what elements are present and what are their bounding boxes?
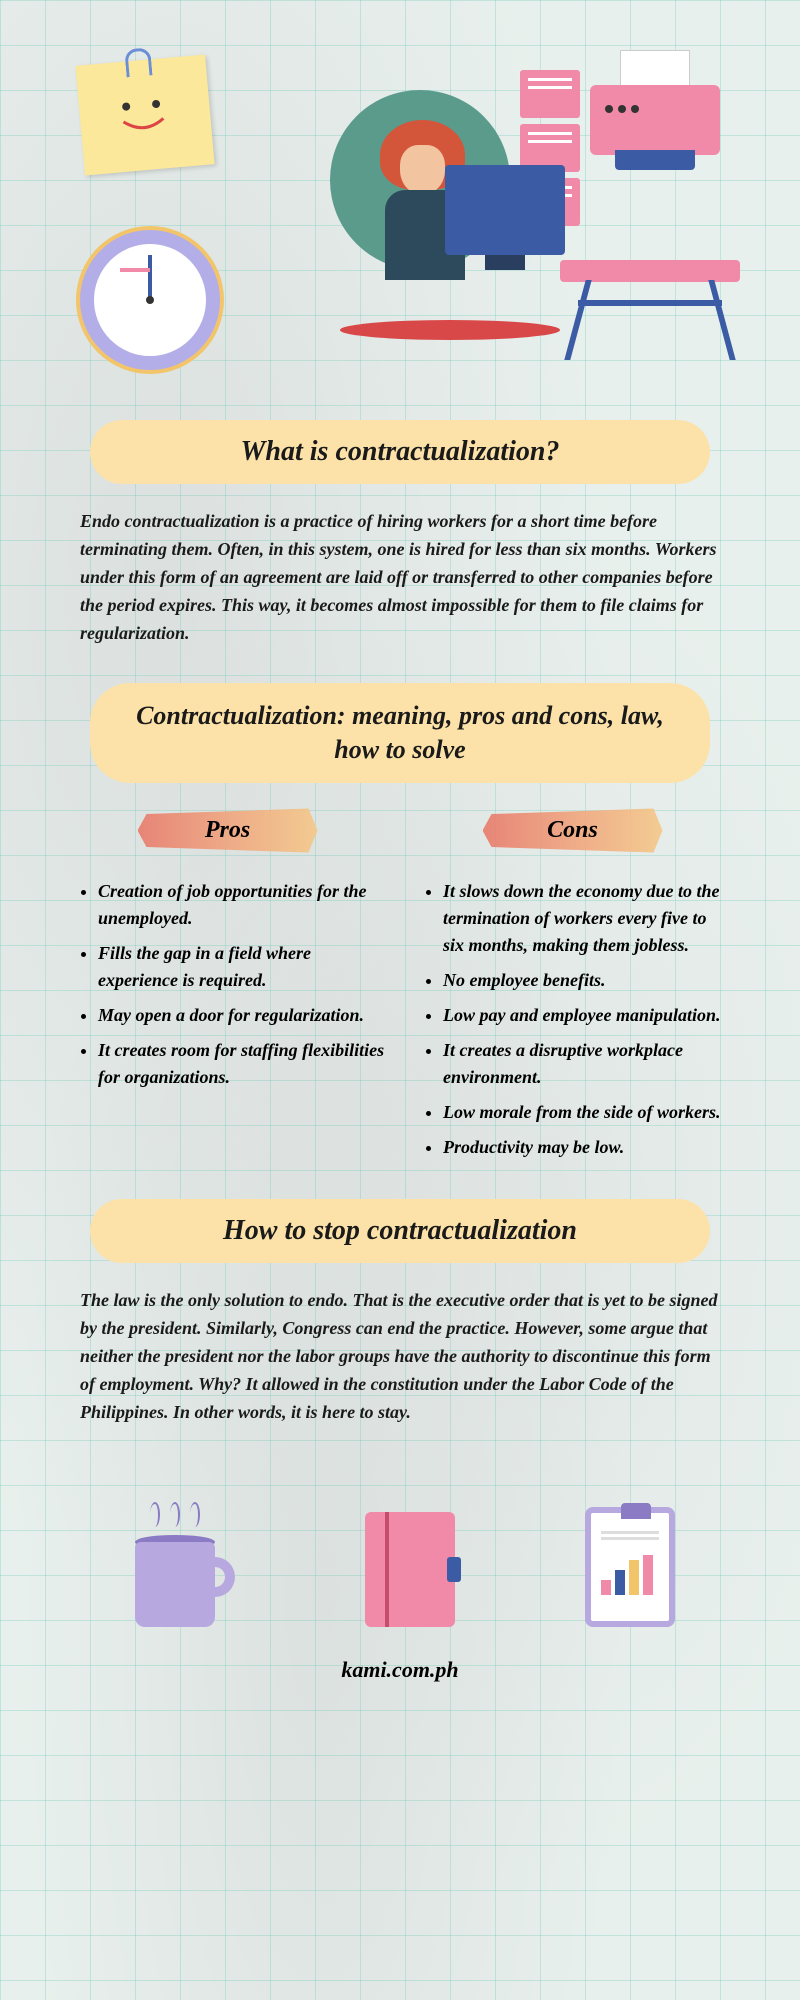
cons-list: It slows down the economy due to the ter… [415, 878, 730, 1161]
pros-column: Pros Creation of job opportunities for t… [70, 803, 385, 1169]
printer-icon [580, 50, 730, 170]
heading-meaning: Contractualization: meaning, pros and co… [90, 683, 710, 783]
heading-how-to-stop: How to stop contractualization [90, 1199, 710, 1263]
heading1-text: What is contractualization? [130, 436, 670, 468]
intro-paragraph: Endo contractualization is a practice of… [80, 508, 720, 647]
cons-label-text: Cons [547, 817, 598, 844]
solution-paragraph: The law is the only solution to endo. Th… [80, 1287, 720, 1426]
pros-list: Creation of job opportunities for the un… [70, 878, 385, 1091]
coffee-mug-icon [125, 1517, 235, 1627]
clock-icon [80, 230, 220, 370]
notebook-icon [365, 1512, 455, 1627]
list-item: May open a door for regularization. [98, 1002, 385, 1029]
footer-source: kami.com.ph [60, 1657, 740, 1683]
pros-label-brush: Pros [138, 803, 318, 858]
heading2-text: Contractualization: meaning, pros and co… [130, 699, 670, 767]
list-item: It creates a disruptive workplace enviro… [443, 1037, 730, 1091]
list-item: Low pay and employee manipulation. [443, 1002, 730, 1029]
pros-label-text: Pros [205, 817, 250, 844]
heading3-text: How to stop contractualization [130, 1215, 670, 1247]
list-item: Creation of job opportunities for the un… [98, 878, 385, 932]
list-item: Fills the gap in a field where experienc… [98, 940, 385, 994]
list-item: Low morale from the side of workers. [443, 1099, 730, 1126]
cons-label-brush: Cons [483, 803, 663, 858]
list-item: It slows down the economy due to the ter… [443, 878, 730, 959]
cons-column: Cons It slows down the economy due to th… [415, 803, 730, 1169]
bottom-illustration-row [60, 1467, 740, 1627]
clipboard-chart-icon [585, 1507, 675, 1627]
pros-cons-columns: Pros Creation of job opportunities for t… [70, 803, 730, 1169]
smiley-face-icon [113, 92, 176, 137]
list-item: Productivity may be low. [443, 1134, 730, 1161]
list-item: It creates room for staffing flexibiliti… [98, 1037, 385, 1091]
person-at-computer-icon [300, 70, 600, 360]
heading-what-is: What is contractualization? [90, 420, 710, 484]
top-illustration-row [60, 40, 740, 400]
list-item: No employee benefits. [443, 967, 730, 994]
sticky-note-icon [75, 55, 214, 176]
